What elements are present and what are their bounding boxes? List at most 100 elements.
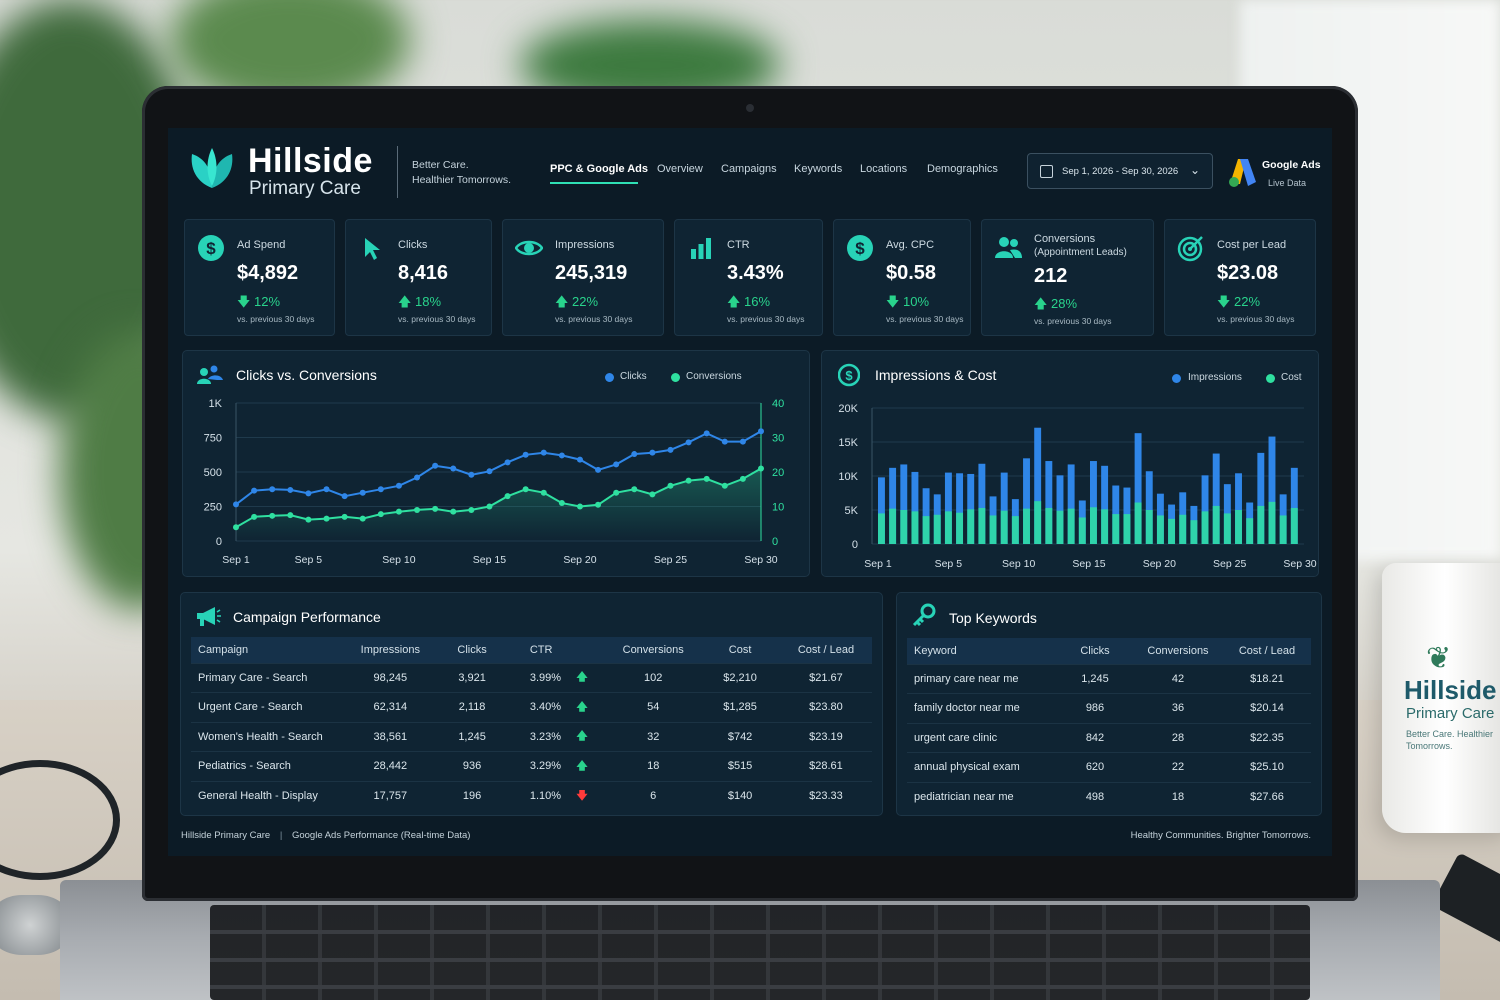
data-point-conversions[interactable]: [432, 505, 439, 512]
bar-cost[interactable]: [956, 512, 964, 544]
column-header[interactable]: Cost / Lead: [1238, 644, 1296, 657]
data-point-clicks[interactable]: [540, 449, 547, 456]
data-point-clicks[interactable]: [703, 430, 710, 437]
data-point-clicks[interactable]: [558, 452, 565, 459]
data-point-conversions[interactable]: [613, 489, 620, 496]
table-row[interactable]: Pediatrics - Search 28,442 936 3.29% 🡅 18 $515…: [191, 751, 872, 781]
data-point-clicks[interactable]: [269, 486, 276, 493]
table-row[interactable]: Women's Health - Search 38,561 1,245 3.23% 🡅…: [191, 721, 872, 752]
table-row[interactable]: General Health - Display 17,757 196 1.10% 🡇 6…: [191, 780, 872, 811]
data-point-clicks[interactable]: [649, 449, 656, 456]
data-point-conversions[interactable]: [758, 465, 764, 472]
data-point-conversions[interactable]: [486, 503, 493, 510]
table-row[interactable]: family doctor near me 986 36 $20.14: [907, 693, 1311, 723]
table-row[interactable]: Primary Care - Search 98,245 3,921 3.99% 🡅 10…: [191, 662, 872, 693]
bar-cost[interactable]: [1290, 507, 1298, 544]
column-header[interactable]: Clicks: [457, 643, 487, 656]
bar-cost[interactable]: [967, 509, 975, 544]
bar-cost[interactable]: [1067, 508, 1075, 544]
bar-cost[interactable]: [989, 515, 997, 544]
bar-impressions[interactable]: [1045, 461, 1053, 544]
bar-impressions[interactable]: [944, 472, 952, 544]
data-point-clicks[interactable]: [233, 501, 239, 508]
data-point-conversions[interactable]: [323, 515, 330, 522]
bar-cost[interactable]: [1190, 520, 1198, 544]
column-header[interactable]: Keyword: [914, 644, 957, 657]
bar-cost[interactable]: [978, 507, 986, 544]
bar-cost[interactable]: [933, 514, 941, 544]
bar-cost[interactable]: [944, 511, 952, 544]
bar-cost[interactable]: [889, 508, 897, 544]
data-point-clicks[interactable]: [341, 493, 348, 500]
bar-cost[interactable]: [1123, 514, 1131, 544]
data-point-conversions[interactable]: [522, 486, 529, 493]
data-point-conversions[interactable]: [504, 493, 511, 500]
column-header[interactable]: Clicks: [1080, 644, 1110, 657]
data-point-conversions[interactable]: [558, 500, 565, 507]
column-header[interactable]: Impressions: [360, 643, 420, 656]
legend-impressions[interactable]: Impressions: [1188, 372, 1242, 383]
bar-cost[interactable]: [1112, 514, 1120, 544]
data-point-clicks[interactable]: [468, 471, 475, 478]
bar-impressions[interactable]: [878, 477, 885, 544]
bar-impressions[interactable]: [1212, 453, 1220, 544]
bar-cost[interactable]: [1212, 505, 1220, 544]
data-point-clicks[interactable]: [721, 438, 728, 445]
bar-cost[interactable]: [1168, 518, 1176, 544]
bar-impressions[interactable]: [1290, 467, 1298, 544]
bar-cost[interactable]: [1045, 507, 1053, 544]
data-point-clicks[interactable]: [359, 489, 366, 496]
bar-impressions[interactable]: [1201, 475, 1209, 544]
bar-cost[interactable]: [1101, 509, 1109, 544]
bar-impressions[interactable]: [1268, 436, 1276, 544]
date-range-picker[interactable]: Sep 1, 2026 - Sep 30, 2026 ⌄: [1027, 153, 1213, 189]
data-point-clicks[interactable]: [251, 487, 258, 494]
data-point-clicks[interactable]: [414, 474, 421, 481]
data-point-clicks[interactable]: [450, 465, 457, 472]
table-row[interactable]: annual physical exam 620 22 $25.10: [907, 752, 1311, 782]
bar-impressions[interactable]: [967, 473, 975, 544]
column-header[interactable]: Cost / Lead: [797, 643, 855, 656]
table-row[interactable]: urgent care clinic 842 28 $22.35: [907, 722, 1311, 753]
data-point-conversions[interactable]: [540, 489, 547, 496]
bar-impressions[interactable]: [1134, 433, 1142, 544]
data-point-conversions[interactable]: [341, 513, 348, 520]
bar-cost[interactable]: [922, 516, 930, 544]
bar-cost[interactable]: [1078, 517, 1086, 544]
data-point-conversions[interactable]: [305, 516, 312, 523]
tab-locations[interactable]: Locations: [860, 163, 908, 175]
tab-overview[interactable]: Overview: [657, 163, 703, 175]
bar-cost[interactable]: [1279, 515, 1287, 544]
bar-impressions[interactable]: [1101, 465, 1109, 544]
data-point-clicks[interactable]: [377, 486, 384, 493]
bar-cost[interactable]: [1023, 508, 1030, 544]
table-row[interactable]: primary care near me 1,245 42 $18.21: [907, 663, 1311, 694]
data-point-clicks[interactable]: [432, 462, 439, 469]
tab-campaigns[interactable]: Campaigns: [721, 163, 777, 175]
data-point-conversions[interactable]: [703, 475, 710, 482]
data-point-conversions[interactable]: [739, 475, 746, 482]
data-point-clicks[interactable]: [613, 461, 620, 468]
column-header[interactable]: CTR: [529, 643, 553, 656]
bar-impressions[interactable]: [1090, 461, 1097, 544]
bar-impressions[interactable]: [911, 471, 919, 544]
bar-impressions[interactable]: [1000, 472, 1008, 544]
data-point-conversions[interactable]: [631, 486, 638, 493]
data-point-conversions[interactable]: [269, 512, 276, 519]
bar-impressions[interactable]: [1257, 452, 1265, 544]
data-point-conversions[interactable]: [450, 508, 457, 515]
bar-cost[interactable]: [1000, 510, 1008, 544]
data-point-conversions[interactable]: [649, 491, 656, 498]
data-point-clicks[interactable]: [631, 451, 638, 458]
data-point-clicks[interactable]: [305, 490, 312, 497]
bar-impressions[interactable]: [978, 463, 986, 544]
table-row[interactable]: pediatrician near me 498 18 $27.66: [907, 781, 1311, 812]
bar-cost[interactable]: [1145, 510, 1153, 544]
bar-impressions[interactable]: [1067, 464, 1075, 544]
data-point-clicks[interactable]: [287, 486, 294, 493]
bar-cost[interactable]: [1034, 501, 1042, 544]
bar-cost[interactable]: [1056, 510, 1064, 544]
data-point-conversions[interactable]: [685, 477, 692, 484]
bar-cost[interactable]: [1134, 502, 1142, 544]
data-point-clicks[interactable]: [522, 451, 529, 458]
